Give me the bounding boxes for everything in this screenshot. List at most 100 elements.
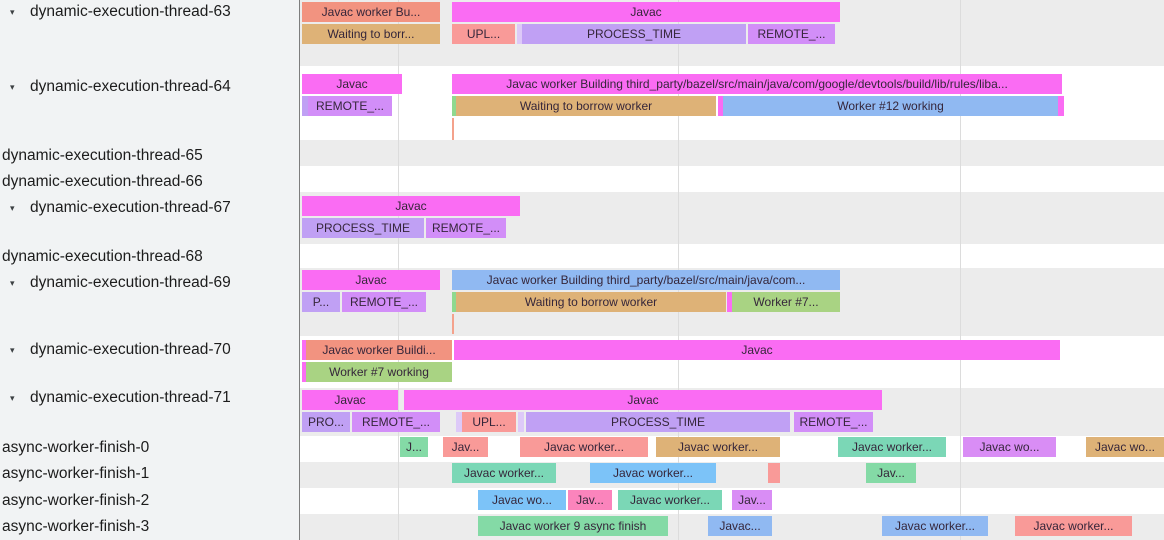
- thread-label: dynamic-execution-thread-67: [30, 199, 231, 216]
- trace-span[interactable]: REMOTE_...: [342, 292, 426, 312]
- trace-span[interactable]: Javac wo...: [478, 490, 566, 510]
- sidebar-item-dynamic-execution-thread-64[interactable]: ▾ dynamic-execution-thread-64: [0, 77, 231, 97]
- trace-span[interactable]: [768, 463, 780, 483]
- trace-span[interactable]: Javac worker Building third_party/bazel/…: [452, 270, 840, 290]
- trace-span[interactable]: Javac: [302, 74, 402, 94]
- trace-span[interactable]: Jav...: [866, 463, 916, 483]
- trace-span[interactable]: Javac: [404, 390, 882, 410]
- trace-span[interactable]: PROCESS_TIME: [526, 412, 790, 432]
- trace-span[interactable]: [302, 362, 308, 382]
- trace-span[interactable]: Worker #7...: [732, 292, 840, 312]
- trace-span[interactable]: Javac worker 9 async finish: [478, 516, 668, 536]
- thread-label: async-worker-finish-1: [2, 465, 150, 482]
- timeline-track-area: Javac worker Bu... Javac Waiting to borr..…: [300, 0, 1164, 540]
- trace-span[interactable]: Javac: [302, 270, 440, 290]
- sidebar-item-dynamic-execution-thread-67[interactable]: ▾ dynamic-execution-thread-67: [0, 198, 231, 218]
- trace-span[interactable]: UPL...: [462, 412, 516, 432]
- trace-span[interactable]: REMOTE_...: [748, 24, 835, 44]
- trace-span[interactable]: Javac worker...: [656, 437, 780, 457]
- trace-span[interactable]: REMOTE_...: [426, 218, 506, 238]
- trace-span[interactable]: Worker #7 working: [306, 362, 452, 382]
- sidebar-item-dynamic-execution-thread-70[interactable]: ▾ dynamic-execution-thread-70: [0, 340, 231, 360]
- sidebar-item-async-worker-finish-1[interactable]: async-worker-finish-1: [0, 464, 149, 484]
- trace-span[interactable]: Jav...: [443, 437, 488, 457]
- sidebar-item-async-worker-finish-0[interactable]: async-worker-finish-0: [0, 438, 149, 458]
- trace-span[interactable]: Javac: [302, 196, 520, 216]
- trace-span[interactable]: Javac worker Buildi...: [306, 340, 452, 360]
- trace-span[interactable]: Waiting to borrow worker: [456, 96, 716, 116]
- sidebar-item-dynamic-execution-thread-65[interactable]: dynamic-execution-thread-65: [0, 146, 203, 166]
- trace-span[interactable]: [1058, 96, 1064, 116]
- trace-span[interactable]: Javac worker Bu...: [302, 2, 440, 22]
- thread-label: dynamic-execution-thread-70: [30, 341, 231, 358]
- trace-span[interactable]: Jav...: [568, 490, 612, 510]
- trace-span[interactable]: Jav...: [732, 490, 772, 510]
- trace-span[interactable]: PROCESS_TIME: [522, 24, 746, 44]
- trace-span[interactable]: [517, 24, 523, 44]
- trace-span[interactable]: Worker #12 working: [723, 96, 1058, 116]
- sidebar-item-dynamic-execution-thread-66[interactable]: dynamic-execution-thread-66: [0, 172, 203, 192]
- expand-triangle-icon[interactable]: ▾: [10, 345, 15, 355]
- trace-span[interactable]: REMOTE_...: [308, 96, 392, 116]
- trace-span[interactable]: [452, 96, 458, 116]
- trace-span[interactable]: PRO...: [302, 412, 350, 432]
- thread-label: async-worker-finish-0: [2, 439, 150, 456]
- timeline-band-dynamic-execution-thread-65: [300, 140, 1164, 166]
- trace-span[interactable]: Javac worker...: [452, 463, 556, 483]
- trace-span[interactable]: J...: [400, 437, 428, 457]
- trace-span[interactable]: [718, 96, 724, 116]
- trace-span[interactable]: Javac worker...: [520, 437, 648, 457]
- trace-span[interactable]: Javac: [454, 340, 1060, 360]
- thread-label: async-worker-finish-2: [2, 492, 150, 509]
- sidebar-item-dynamic-execution-thread-69[interactable]: ▾ dynamic-execution-thread-69: [0, 273, 231, 293]
- trace-span[interactable]: [518, 412, 524, 432]
- trace-span[interactable]: Javac wo...: [1086, 437, 1164, 457]
- sidebar-item-dynamic-execution-thread-63[interactable]: ▾ dynamic-execution-thread-63: [0, 2, 231, 22]
- sidebar-item-async-worker-finish-3[interactable]: async-worker-finish-3: [0, 517, 149, 537]
- thread-label: dynamic-execution-thread-66: [2, 173, 203, 190]
- trace-span[interactable]: [302, 340, 308, 360]
- expand-triangle-icon[interactable]: ▾: [10, 82, 15, 92]
- instant-event-marker[interactable]: [452, 314, 454, 334]
- trace-span[interactable]: [456, 412, 462, 432]
- trace-span[interactable]: Javac worker...: [618, 490, 722, 510]
- trace-span[interactable]: UPL...: [452, 24, 515, 44]
- time-gridline: [960, 0, 961, 540]
- instant-event-marker[interactable]: [452, 118, 454, 140]
- trace-span[interactable]: Waiting to borrow worker: [456, 292, 726, 312]
- trace-span[interactable]: REMOTE_...: [794, 412, 873, 432]
- thread-name-sidebar: ▾ dynamic-execution-thread-63 ▾ dynamic-exe…: [0, 0, 300, 540]
- trace-span[interactable]: Javac worker...: [590, 463, 716, 483]
- thread-label: dynamic-execution-thread-71: [30, 389, 231, 406]
- trace-span[interactable]: Javac: [302, 390, 398, 410]
- expand-triangle-icon[interactable]: ▾: [10, 7, 15, 17]
- expand-triangle-icon[interactable]: ▾: [10, 203, 15, 213]
- trace-span[interactable]: REMOTE_...: [352, 412, 440, 432]
- trace-span[interactable]: [452, 292, 458, 312]
- trace-span[interactable]: Javac worker Building third_party/bazel/…: [452, 74, 1062, 94]
- trace-span[interactable]: [302, 96, 308, 116]
- trace-span[interactable]: Javac...: [708, 516, 772, 536]
- thread-label: dynamic-execution-thread-68: [2, 248, 203, 265]
- trace-span[interactable]: Javac worker...: [882, 516, 988, 536]
- trace-span[interactable]: Javac: [452, 2, 840, 22]
- sidebar-item-async-worker-finish-2[interactable]: async-worker-finish-2: [0, 491, 149, 511]
- expand-triangle-icon[interactable]: ▾: [10, 393, 15, 403]
- thread-label: dynamic-execution-thread-69: [30, 274, 231, 291]
- timeline-band-dynamic-execution-thread-68: [300, 244, 1164, 268]
- trace-span[interactable]: Javac worker...: [838, 437, 946, 457]
- trace-span[interactable]: Javac worker...: [1015, 516, 1132, 536]
- trace-span[interactable]: Waiting to borr...: [302, 24, 440, 44]
- thread-label: dynamic-execution-thread-64: [30, 78, 231, 95]
- thread-label: async-worker-finish-3: [2, 518, 150, 535]
- trace-span[interactable]: P...: [302, 292, 340, 312]
- trace-span[interactable]: Javac wo...: [963, 437, 1056, 457]
- trace-span[interactable]: [727, 292, 733, 312]
- expand-triangle-icon[interactable]: ▾: [10, 278, 15, 288]
- trace-span[interactable]: PROCESS_TIME: [302, 218, 424, 238]
- timeline-band-dynamic-execution-thread-66: [300, 166, 1164, 192]
- sidebar-item-dynamic-execution-thread-68[interactable]: dynamic-execution-thread-68: [0, 247, 203, 267]
- thread-label: dynamic-execution-thread-65: [2, 147, 203, 164]
- sidebar-item-dynamic-execution-thread-71[interactable]: ▾ dynamic-execution-thread-71: [0, 388, 231, 408]
